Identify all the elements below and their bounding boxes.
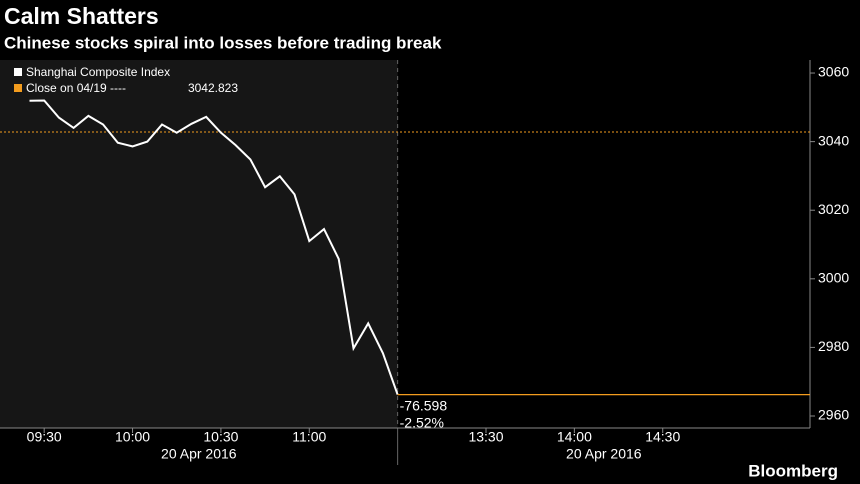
legend-value: 3042.823 <box>188 81 238 95</box>
y-tick-label: 2980 <box>818 338 849 354</box>
change-percent-label: -2.52% <box>400 414 444 430</box>
x-tick-label: 14:30 <box>645 429 680 445</box>
chart-title: Calm Shatters <box>4 3 159 29</box>
x-tick-label: 10:00 <box>115 429 150 445</box>
session-shade <box>0 60 398 428</box>
series-line <box>29 99 399 395</box>
y-tick-label: 3040 <box>818 132 849 148</box>
date-label: 20 Apr 2016 <box>161 446 237 462</box>
x-tick-label: 10:30 <box>203 429 238 445</box>
x-tick-label: 14:00 <box>557 429 592 445</box>
x-tick-label: 13:30 <box>468 429 503 445</box>
x-tick-label: 11:00 <box>292 429 326 445</box>
x-tick-label: 09:30 <box>27 429 62 445</box>
source: Bloomberg <box>748 461 838 480</box>
legend-label: Shanghai Composite Index <box>26 65 170 79</box>
y-tick-label: 2960 <box>818 407 849 423</box>
y-tick-label: 3000 <box>818 270 849 286</box>
change-label: -76.598 <box>400 397 448 413</box>
y-tick-label: 3060 <box>818 64 849 80</box>
legend-label: Close on 04/19 ---- <box>26 81 126 95</box>
legend-swatch <box>14 84 22 92</box>
legend-swatch <box>14 68 22 76</box>
chart-subtitle: Chinese stocks spiral into losses before… <box>4 33 442 52</box>
legend-box <box>4 64 248 98</box>
date-label: 20 Apr 2016 <box>566 446 642 462</box>
y-tick-label: 3020 <box>818 201 849 217</box>
